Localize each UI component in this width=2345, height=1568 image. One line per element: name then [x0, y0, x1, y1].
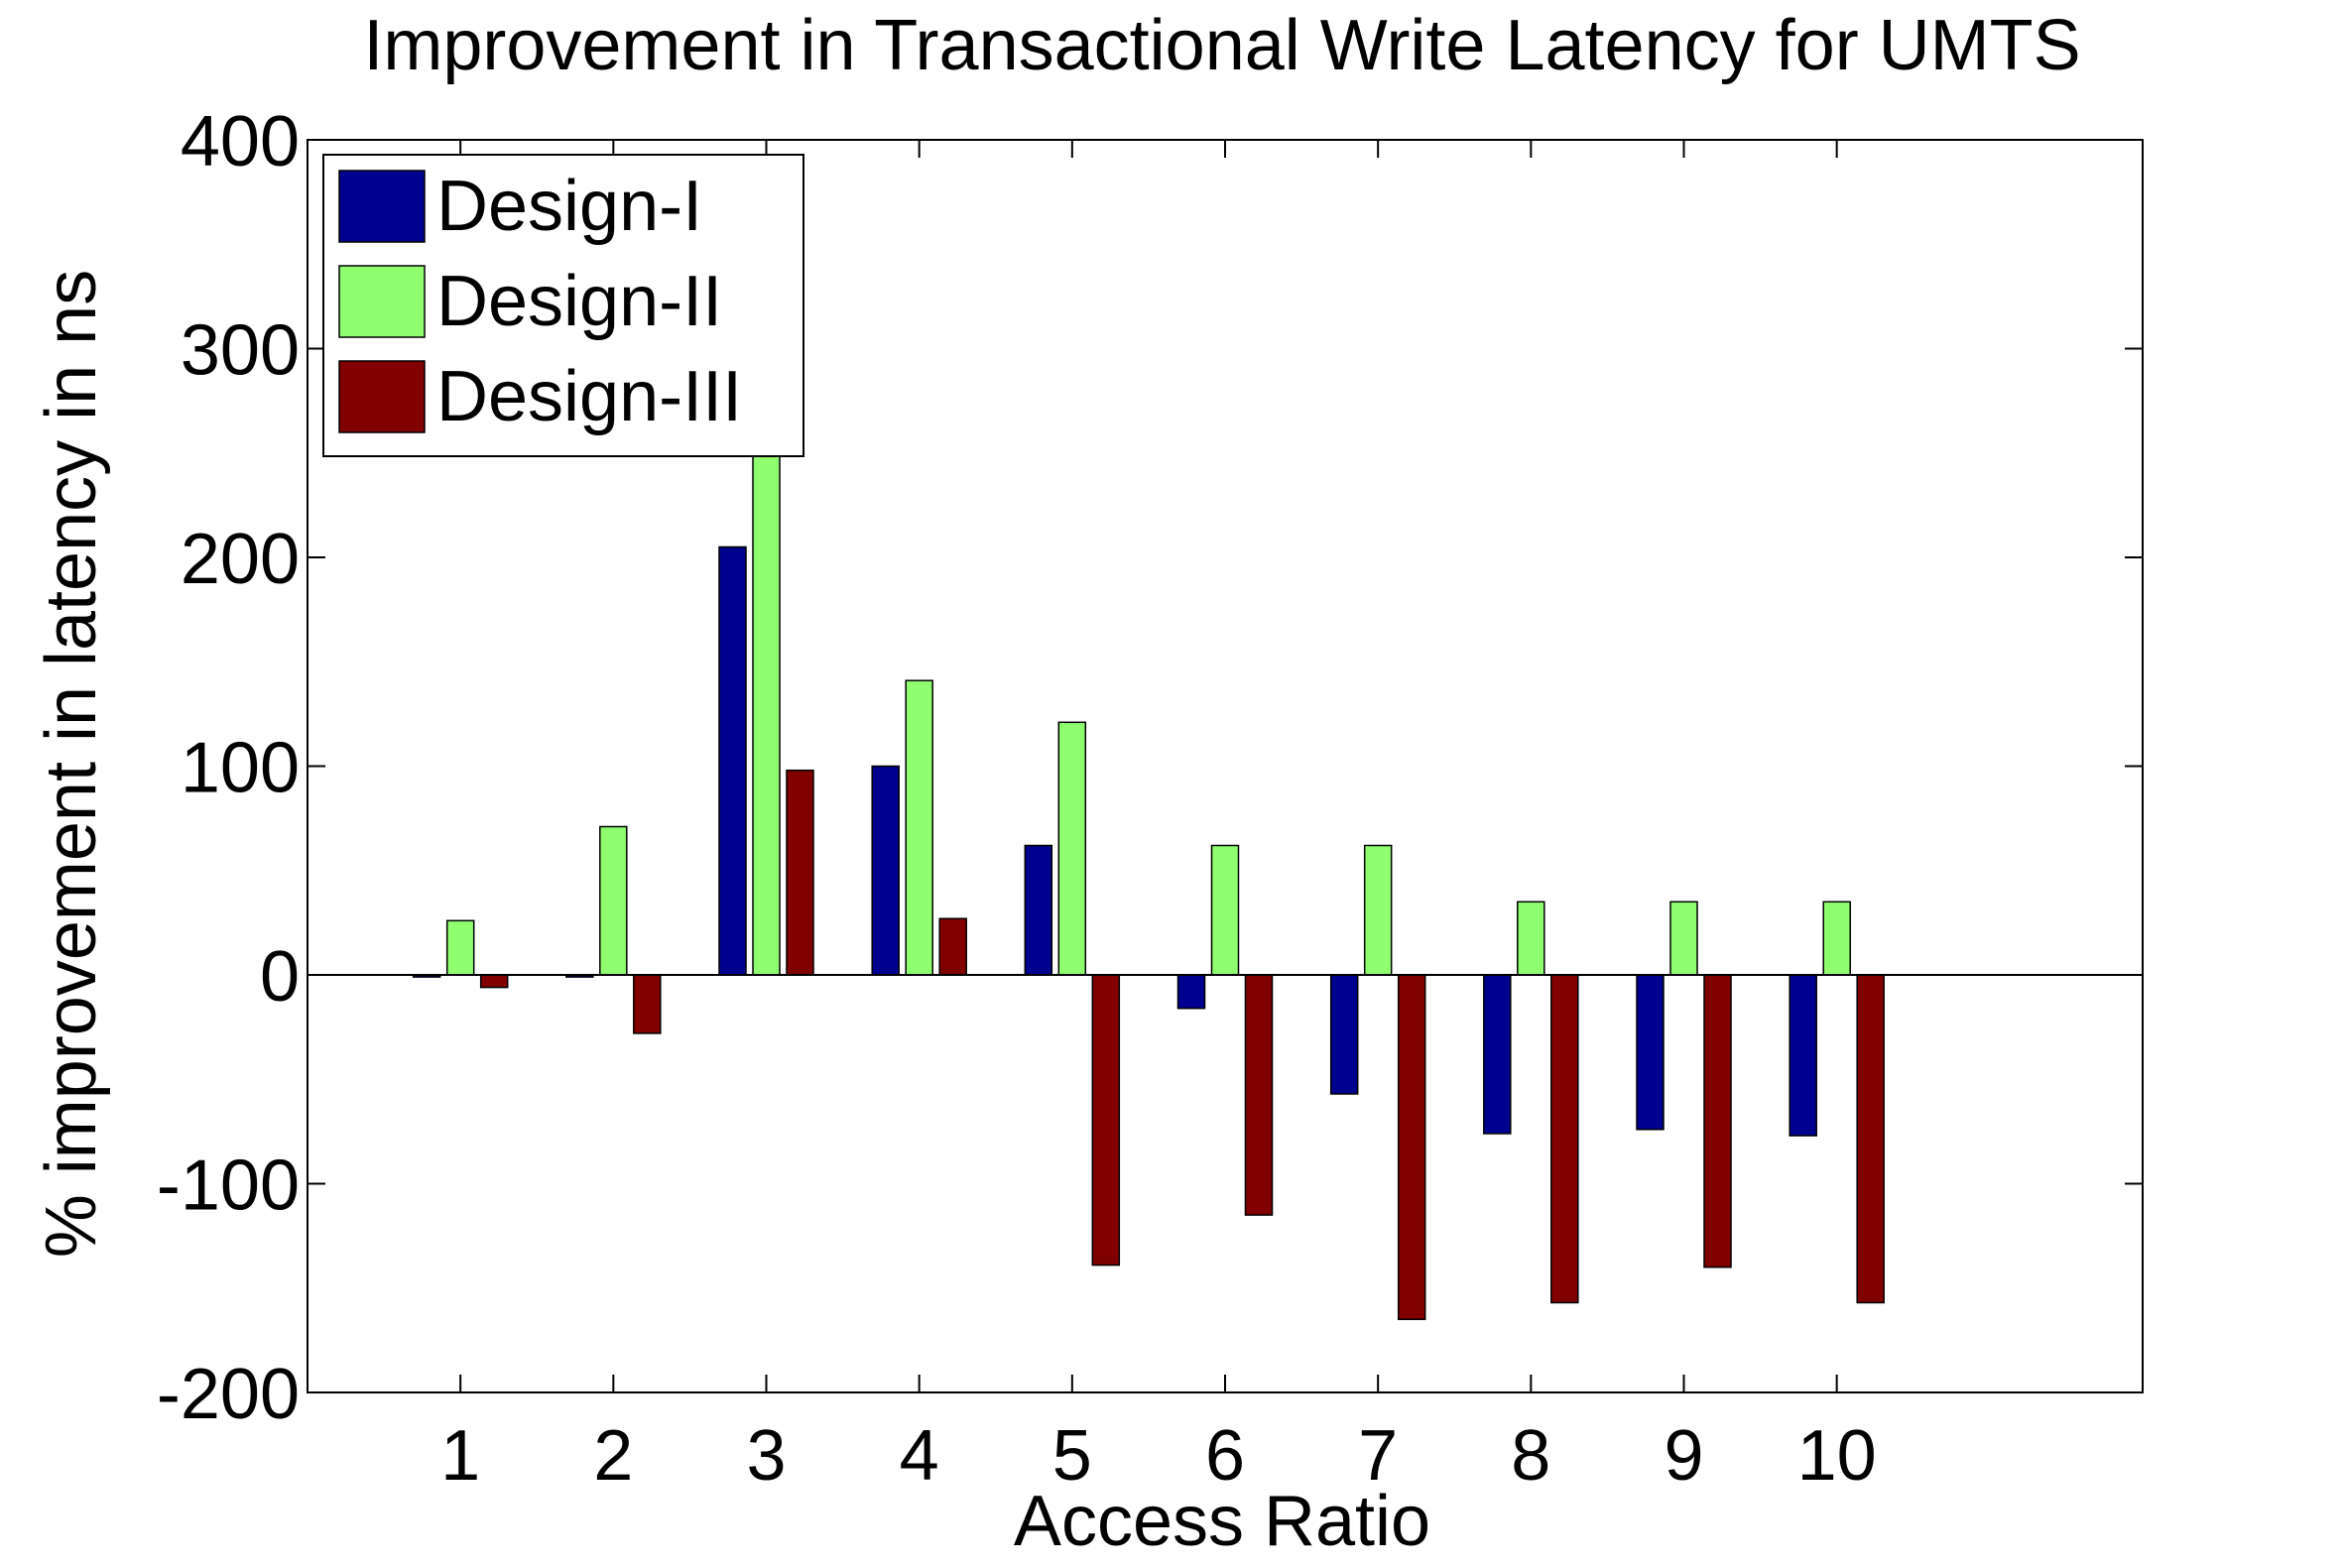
bar-design-i-5: [1024, 844, 1053, 976]
x-tick-label: 2: [593, 1416, 633, 1496]
bar-design-ii-6: [1210, 844, 1240, 976]
bar-design-i-6: [1176, 974, 1206, 1010]
bar-design-ii-9: [1669, 901, 1698, 976]
x-axis-label: Access Ratio: [1014, 1482, 1430, 1561]
bars-layer: [412, 441, 1885, 1321]
y-tick-label: 200: [181, 520, 300, 599]
legend-label-design-ii: Design-II: [436, 262, 722, 341]
bar-design-ii-5: [1057, 721, 1087, 976]
bar-design-iii-6: [1244, 974, 1274, 1216]
x-tick-label: 10: [1797, 1416, 1877, 1496]
bar-design-i-7: [1329, 974, 1359, 1095]
legend-label-design-iii: Design-III: [436, 357, 742, 436]
x-tick-label: 7: [1358, 1416, 1398, 1496]
bar-design-iii-2: [633, 974, 662, 1034]
legend-label-design-i: Design-I: [436, 167, 702, 246]
bar-design-iii-9: [1703, 974, 1732, 1268]
bar-design-ii-7: [1363, 844, 1393, 976]
y-tick-label: 400: [181, 102, 300, 181]
y-tick-label: -100: [157, 1146, 300, 1226]
bar-design-i-8: [1483, 974, 1512, 1135]
bar-design-iii-8: [1550, 974, 1579, 1304]
y-tick-label: -200: [157, 1355, 300, 1434]
bar-design-i-4: [871, 765, 900, 976]
y-tick-label: 100: [181, 729, 300, 808]
y-axis-label: % improvement in latency in ns: [32, 270, 111, 1258]
legend-swatch-design-iii: [338, 360, 426, 433]
bar-design-iii-10: [1856, 974, 1885, 1304]
x-tick-label: 3: [746, 1416, 786, 1496]
chart-title: Improvement in Transactional Write Laten…: [363, 6, 2080, 85]
bar-design-iii-5: [1091, 974, 1121, 1266]
x-tick-label: 5: [1052, 1416, 1092, 1496]
x-tick-label: 6: [1205, 1416, 1245, 1496]
x-tick-label: 9: [1664, 1416, 1703, 1496]
bar-design-iii-1: [479, 974, 509, 989]
bar-design-ii-10: [1822, 901, 1851, 976]
bar-design-ii-3: [752, 441, 781, 976]
bar-design-ii-4: [905, 679, 933, 976]
legend: Design-I Design-II Design-III: [322, 154, 804, 457]
legend-swatch-design-ii: [338, 265, 426, 338]
x-tick-label: 8: [1511, 1416, 1550, 1496]
legend-swatch-design-i: [338, 170, 426, 243]
bar-design-iii-7: [1397, 974, 1426, 1321]
bar-design-ii-1: [445, 919, 475, 976]
bar-design-ii-2: [599, 825, 628, 976]
axes-layer: -200 -100 0 100 200 300 400 1 2 3 4 5 6 7 8 9 10: [157, 102, 2144, 1496]
bar-design-i-9: [1636, 974, 1665, 1131]
y-tick-label: 0: [260, 937, 300, 1017]
bar-design-iii-4: [938, 917, 967, 976]
bar-design-iii-3: [786, 769, 814, 976]
bar-design-i-3: [718, 545, 747, 976]
x-tick-label: 4: [900, 1416, 939, 1496]
bar-design-ii-8: [1517, 901, 1545, 976]
y-tick-label: 300: [181, 311, 300, 391]
bar-design-i-10: [1789, 974, 1817, 1137]
x-tick-label: 1: [440, 1416, 480, 1496]
